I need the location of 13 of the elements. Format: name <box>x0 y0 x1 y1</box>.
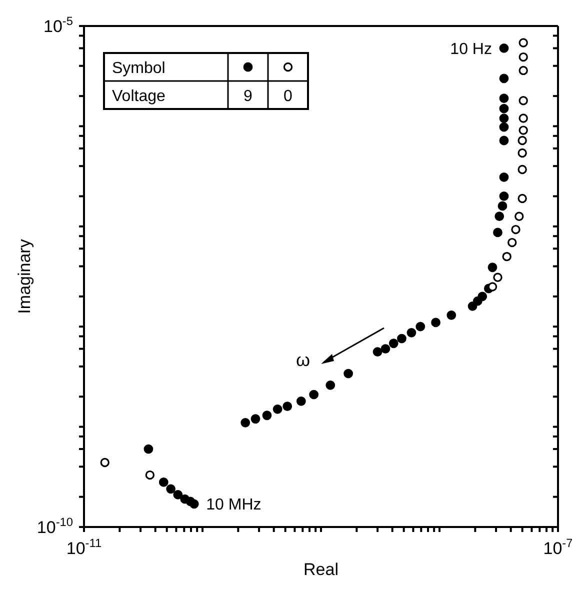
x-tick-label: 10$^{-7}$ <box>543 536 574 558</box>
annotation: ω <box>296 350 310 370</box>
y-axis-title: Imaginary <box>15 238 34 314</box>
y-tick-label: 10$^{-5}$ <box>44 14 74 36</box>
annotation: 10 MHz <box>206 496 262 514</box>
x-tick-label: 10$^{-11}$ <box>66 536 102 558</box>
x-axis-title: Real <box>304 560 338 580</box>
legend-label: 9 <box>244 88 253 105</box>
y-tick-label: 10$^{-10}$ <box>36 515 74 537</box>
legend-label: 0 <box>284 88 293 105</box>
legend-title: Voltage <box>112 88 166 105</box>
annotation: 10 Hz <box>450 40 492 58</box>
annotation: Symbol <box>112 60 166 77</box>
